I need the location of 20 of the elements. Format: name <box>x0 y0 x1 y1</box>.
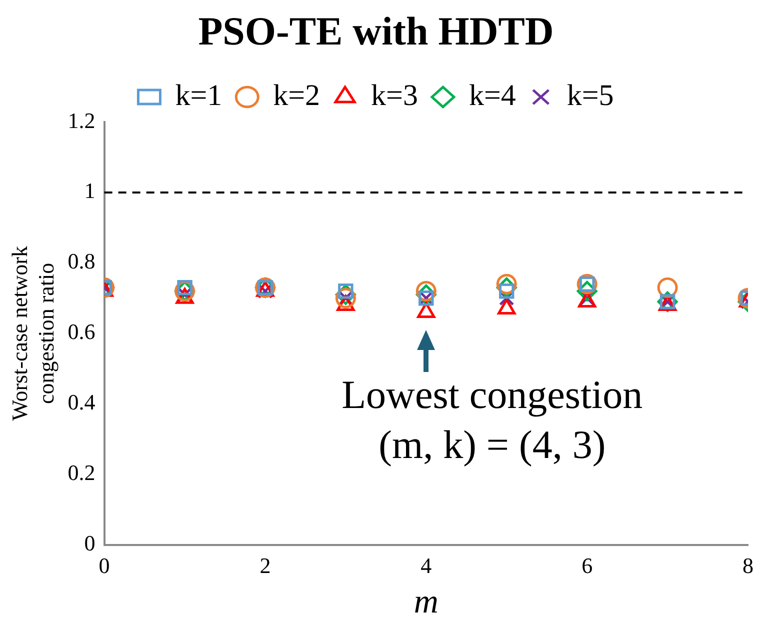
x-axis-title: m <box>414 584 438 621</box>
legend-label: k=4 <box>468 78 516 112</box>
legend-label: k=2 <box>273 78 320 112</box>
legend-label: k=5 <box>566 78 614 112</box>
x-tick-label: 8 <box>742 552 754 578</box>
y-tick-label: 0.2 <box>68 460 96 486</box>
legend-label: k=3 <box>371 78 418 112</box>
y-tick-label: 0.6 <box>68 319 96 344</box>
y-tick-label: 0.8 <box>68 248 96 274</box>
y-tick-label: 0 <box>84 530 96 556</box>
chart-title: PSO-TE with HDTD <box>198 8 554 54</box>
y-tick-label: 1 <box>84 178 96 204</box>
x-tick-label: 2 <box>260 552 271 578</box>
x-tick-label: 4 <box>420 552 432 578</box>
y-tick-label: 0.4 <box>68 390 96 415</box>
legend-label: k=1 <box>175 78 222 112</box>
x-tick-label: 6 <box>582 552 593 578</box>
y-tick-label: 1.2 <box>68 108 96 133</box>
y-axis-title: Worst-case network congestion ratio <box>6 246 58 421</box>
annotation: Lowest congestion (m, k) = (4, 3) <box>342 372 643 467</box>
